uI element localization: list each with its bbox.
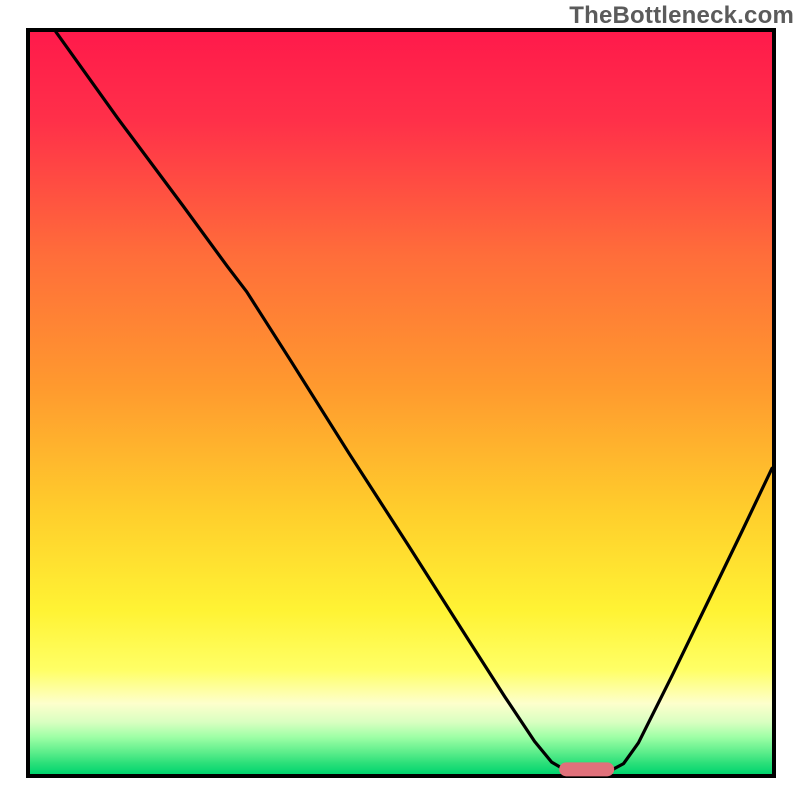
- optimum-marker: [559, 763, 615, 776]
- plot-area: [26, 28, 776, 778]
- watermark-text: TheBottleneck.com: [569, 2, 794, 30]
- plot-background-gradient: [30, 32, 772, 774]
- chart-stage: TheBottleneck.com: [0, 0, 800, 800]
